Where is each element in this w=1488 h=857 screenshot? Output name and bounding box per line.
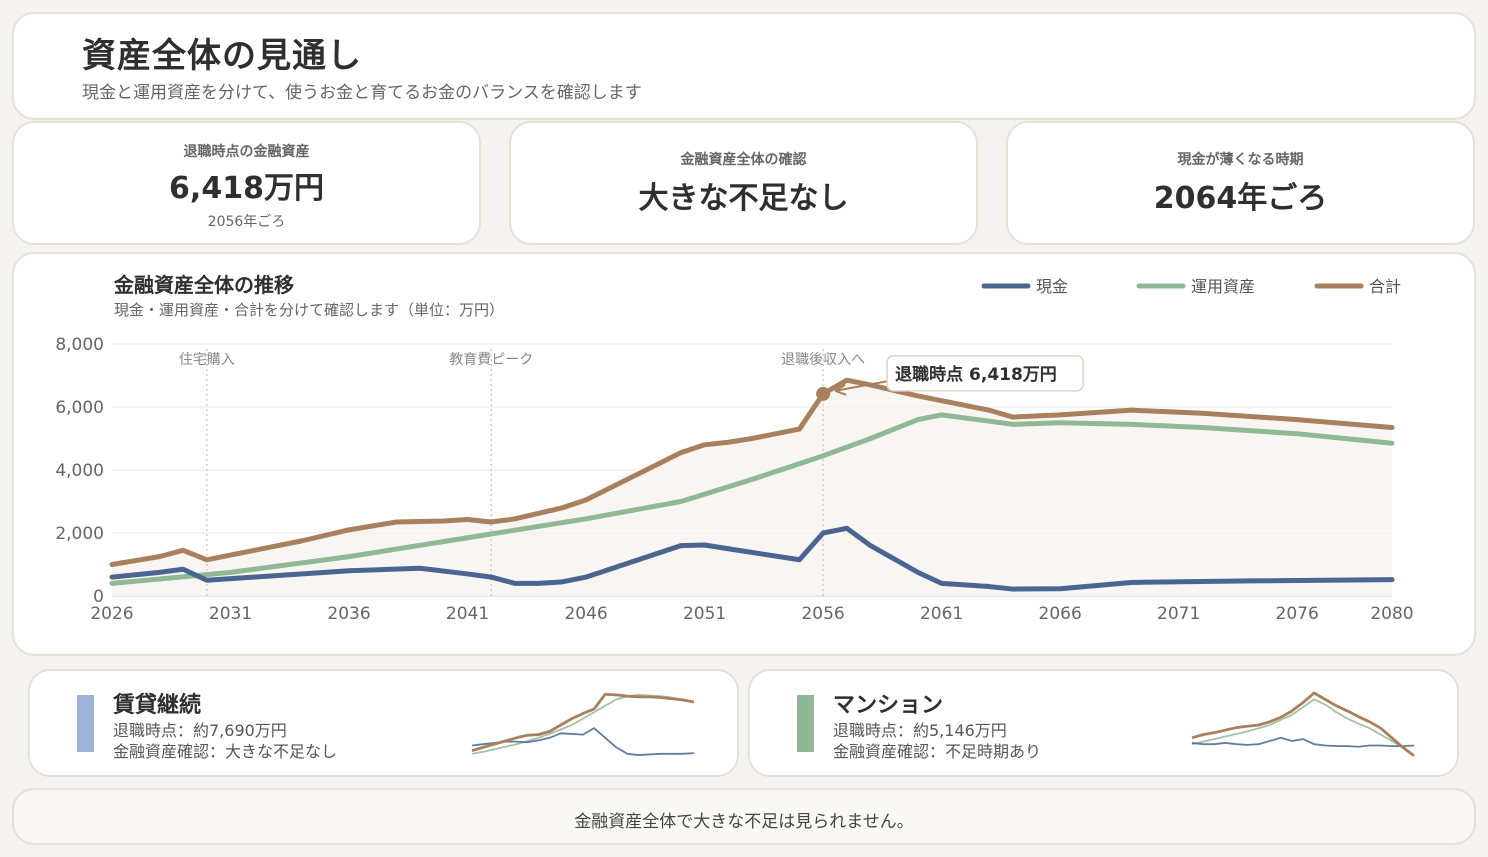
x-tick-label: 2076	[1276, 604, 1319, 624]
x-tick-label: 2031	[209, 604, 252, 624]
kpi-label: 金融資産全体の確認	[680, 152, 807, 168]
kpi-value: 2064年ごろ	[1153, 181, 1328, 216]
scenario-color-bar	[77, 695, 94, 752]
event-marker-label: 教育費ピーク	[449, 352, 533, 368]
page-title: 資産全体の見通し	[82, 36, 362, 76]
scenario-sparkline	[471, 692, 695, 756]
scenario-check: 金融資産確認：不足時期あり	[833, 742, 1042, 761]
x-tick-label: 2071	[1157, 604, 1200, 624]
x-tick-label: 2066	[1039, 604, 1082, 624]
callout-box	[886, 355, 1084, 392]
scenario-sparkline	[1191, 691, 1415, 757]
page-subtitle: 現金と運用資産を分けて、使うお金と育てるお金のバランスを確認します	[82, 83, 642, 103]
x-tick-label: 2056	[801, 604, 844, 624]
series-line-0	[109, 525, 1395, 592]
x-tick-label: 2041	[446, 604, 489, 624]
sparkline-invest	[471, 694, 695, 755]
kpi-card-retirement-assets: 退職時点の金融資産 6,418万円 2056年ごろ	[12, 121, 481, 245]
footer-card: 金融資産全体で大きな不足は見られません。	[12, 788, 1476, 845]
kpi-card-asset-check: 金融資産全体の確認 大きな不足なし	[509, 121, 978, 245]
event-marker-label: 住宅購入	[179, 352, 235, 368]
chart-card: 金融資産全体の推移現金・運用資産・合計を分けて確認します（単位：万円） 現金 運用資…	[12, 252, 1476, 656]
x-tick-label: 2080	[1370, 604, 1413, 624]
legend-label: 現金	[1036, 277, 1068, 296]
chart-subtitle: 現金・運用資産・合計を分けて確認します（単位：万円）	[114, 301, 504, 319]
legend-label: 運用資産	[1191, 277, 1255, 296]
series-line-2	[109, 377, 1395, 567]
y-tick-label: 4,000	[55, 461, 104, 481]
y-tick-label: 8,000	[55, 335, 104, 355]
retirement-point	[816, 386, 831, 401]
kpi-label: 現金が薄くなる時期	[1177, 152, 1304, 168]
scenario-color-bar	[797, 695, 814, 752]
sparkline-cash	[471, 727, 695, 756]
kpi-sub: 2056年ごろ	[207, 214, 286, 230]
kpi-label: 退職時点の金融資産	[183, 144, 310, 160]
scenario-title: マンション	[833, 693, 944, 718]
x-tick-label: 2026	[90, 604, 133, 624]
x-tick-label: 2061	[920, 604, 963, 624]
footer-message: 金融資産全体で大きな不足は見られません。	[574, 812, 914, 832]
callout-arrow	[834, 378, 896, 392]
y-tick-label: 2,000	[55, 524, 104, 544]
event-marker-label: 退職後収入へ	[781, 352, 865, 368]
x-tick-label: 2046	[564, 604, 607, 624]
scenario-retirement-value: 退職時点：約7,690万円	[113, 721, 287, 740]
x-tick-label: 2036	[327, 604, 370, 624]
sparkline-total	[1191, 691, 1415, 757]
scenario-check: 金融資産確認：大きな不足なし	[113, 742, 338, 761]
y-tick-label: 0	[93, 587, 104, 607]
header-card: 資産全体の見通し 現金と運用資産を分けて、使うお金と育てるお金のバランスを確認し…	[12, 12, 1476, 120]
scenario-card-rent[interactable]: 賃貸継続 退職時点：約7,690万円 金融資産確認：大きな不足なし	[28, 669, 739, 777]
sparkline-cash	[1191, 736, 1415, 748]
scenario-card-condo[interactable]: マンション 退職時点：約5,146万円 金融資産確認：不足時期あり	[748, 669, 1459, 777]
callout-label: 退職時点 6,418万円	[895, 364, 1057, 385]
scenario-retirement-value: 退職時点：約5,146万円	[833, 721, 1007, 740]
sparkline-invest	[1191, 698, 1415, 757]
callout-arrowhead	[834, 383, 847, 396]
legend-label: 合計	[1369, 277, 1401, 296]
y-tick-label: 6,000	[55, 398, 104, 418]
x-tick-label: 2051	[683, 604, 726, 624]
kpi-card-cash-low: 現金が薄くなる時期 2064年ごろ	[1006, 121, 1475, 245]
kpi-value: 大きな不足なし	[638, 181, 849, 216]
series-line-1	[109, 412, 1395, 586]
scenario-title: 賃貸継続	[113, 693, 202, 718]
chart-title: 金融資産全体の推移	[113, 273, 294, 297]
sparkline-total	[471, 692, 695, 752]
kpi-value: 6,418万円	[169, 171, 324, 206]
